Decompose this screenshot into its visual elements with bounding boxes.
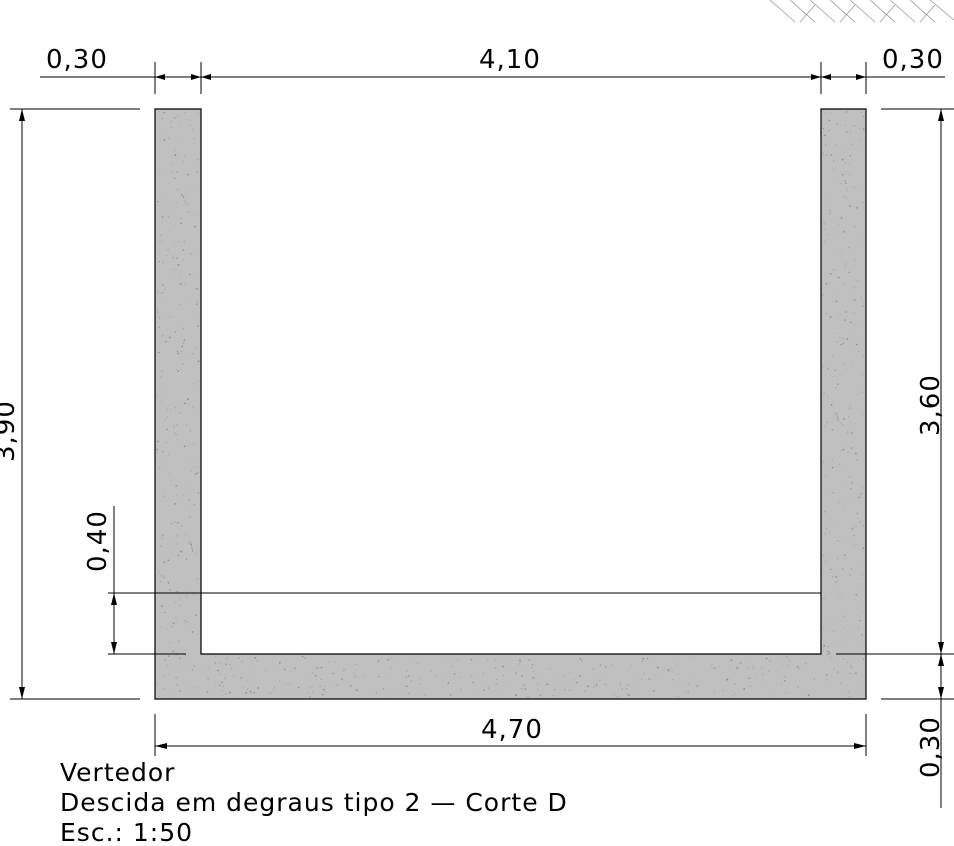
caption-title: Vertedor [60, 758, 175, 787]
caption-description: Descida em degraus tipo 2 — Corte D [60, 788, 568, 817]
inner-width-label: 4,10 [479, 45, 541, 75]
total-height-label: 3,90 [0, 400, 21, 462]
total-width-label: 4,70 [481, 715, 543, 745]
inner-height-label: 3,60 [916, 374, 946, 436]
total-height-dimension [10, 108, 140, 700]
water-depth-dimension [111, 506, 117, 654]
concrete-u-section [154, 108, 867, 700]
total-width-dimension [154, 714, 867, 756]
base-thickness-label: 0,30 [916, 716, 946, 778]
left-wall-thickness-label: 0,30 [46, 45, 108, 75]
inner-height-dimension [881, 108, 954, 808]
right-wall-thickness-label: 0,30 [882, 45, 944, 75]
caption-scale: Esc.: 1:50 [60, 818, 193, 846]
top-dimension-group [40, 62, 945, 94]
concrete-texture [156, 111, 865, 698]
ground-hatch [769, 0, 954, 23]
water-depth-label: 0,40 [83, 510, 113, 572]
